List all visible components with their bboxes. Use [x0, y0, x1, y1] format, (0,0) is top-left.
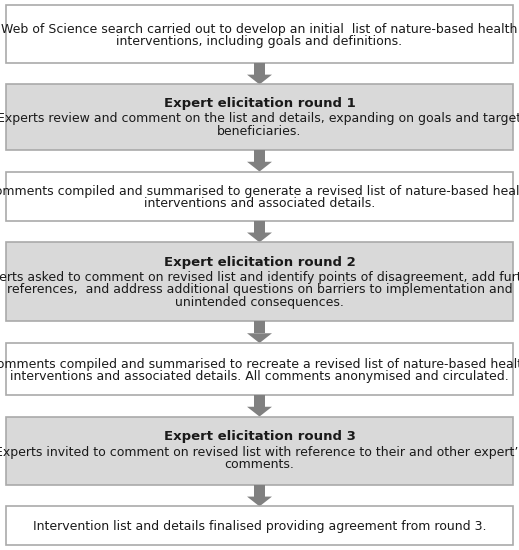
- Text: Experts review and comment on the list and details, expanding on goals and targe: Experts review and comment on the list a…: [0, 112, 519, 125]
- Polygon shape: [247, 233, 272, 243]
- Bar: [254, 63, 265, 75]
- Polygon shape: [247, 333, 272, 343]
- Bar: [6, 416, 513, 485]
- Bar: [6, 6, 513, 63]
- Text: Intervention list and details finalised providing agreement from round 3.: Intervention list and details finalised …: [33, 520, 486, 534]
- Text: unintended consequences.: unintended consequences.: [175, 295, 344, 309]
- Bar: [6, 243, 513, 321]
- Text: Experts invited to comment on revised list with reference to their and other exp: Experts invited to comment on revised li…: [0, 446, 519, 459]
- Text: Expert elicitation round 1: Expert elicitation round 1: [163, 97, 356, 109]
- Text: Web of Science search carried out to develop an initial  list of nature-based he: Web of Science search carried out to dev…: [2, 23, 517, 36]
- Text: Expert elicitation round 2: Expert elicitation round 2: [163, 256, 356, 268]
- Polygon shape: [247, 497, 272, 507]
- Bar: [254, 395, 265, 407]
- Bar: [254, 150, 265, 162]
- Text: interventions and associated details. All comments anonymised and circulated.: interventions and associated details. Al…: [10, 370, 509, 383]
- Text: comments.: comments.: [225, 458, 294, 471]
- Bar: [6, 172, 513, 221]
- Text: Comments compiled and summarised to recreate a revised list of nature-based heal: Comments compiled and summarised to recr…: [0, 358, 519, 371]
- Polygon shape: [247, 162, 272, 172]
- Text: beneficiaries.: beneficiaries.: [217, 124, 302, 138]
- Text: Comments compiled and summarised to generate a revised list of nature-based heal: Comments compiled and summarised to gene…: [0, 185, 519, 198]
- Text: interventions, including goals and definitions.: interventions, including goals and defin…: [116, 35, 403, 48]
- Bar: [254, 221, 265, 233]
- Polygon shape: [247, 407, 272, 416]
- Bar: [254, 485, 265, 497]
- Text: interventions and associated details.: interventions and associated details.: [144, 197, 375, 210]
- Bar: [6, 85, 513, 150]
- Text: Experts asked to comment on revised list and identify points of disagreement, ad: Experts asked to comment on revised list…: [0, 271, 519, 284]
- Polygon shape: [247, 75, 272, 85]
- Bar: [6, 343, 513, 395]
- Bar: [254, 321, 265, 333]
- Text: references,  and address additional questions on barriers to implementation and: references, and address additional quest…: [7, 283, 512, 296]
- Bar: [6, 507, 513, 544]
- Text: Expert elicitation round 3: Expert elicitation round 3: [163, 430, 356, 443]
